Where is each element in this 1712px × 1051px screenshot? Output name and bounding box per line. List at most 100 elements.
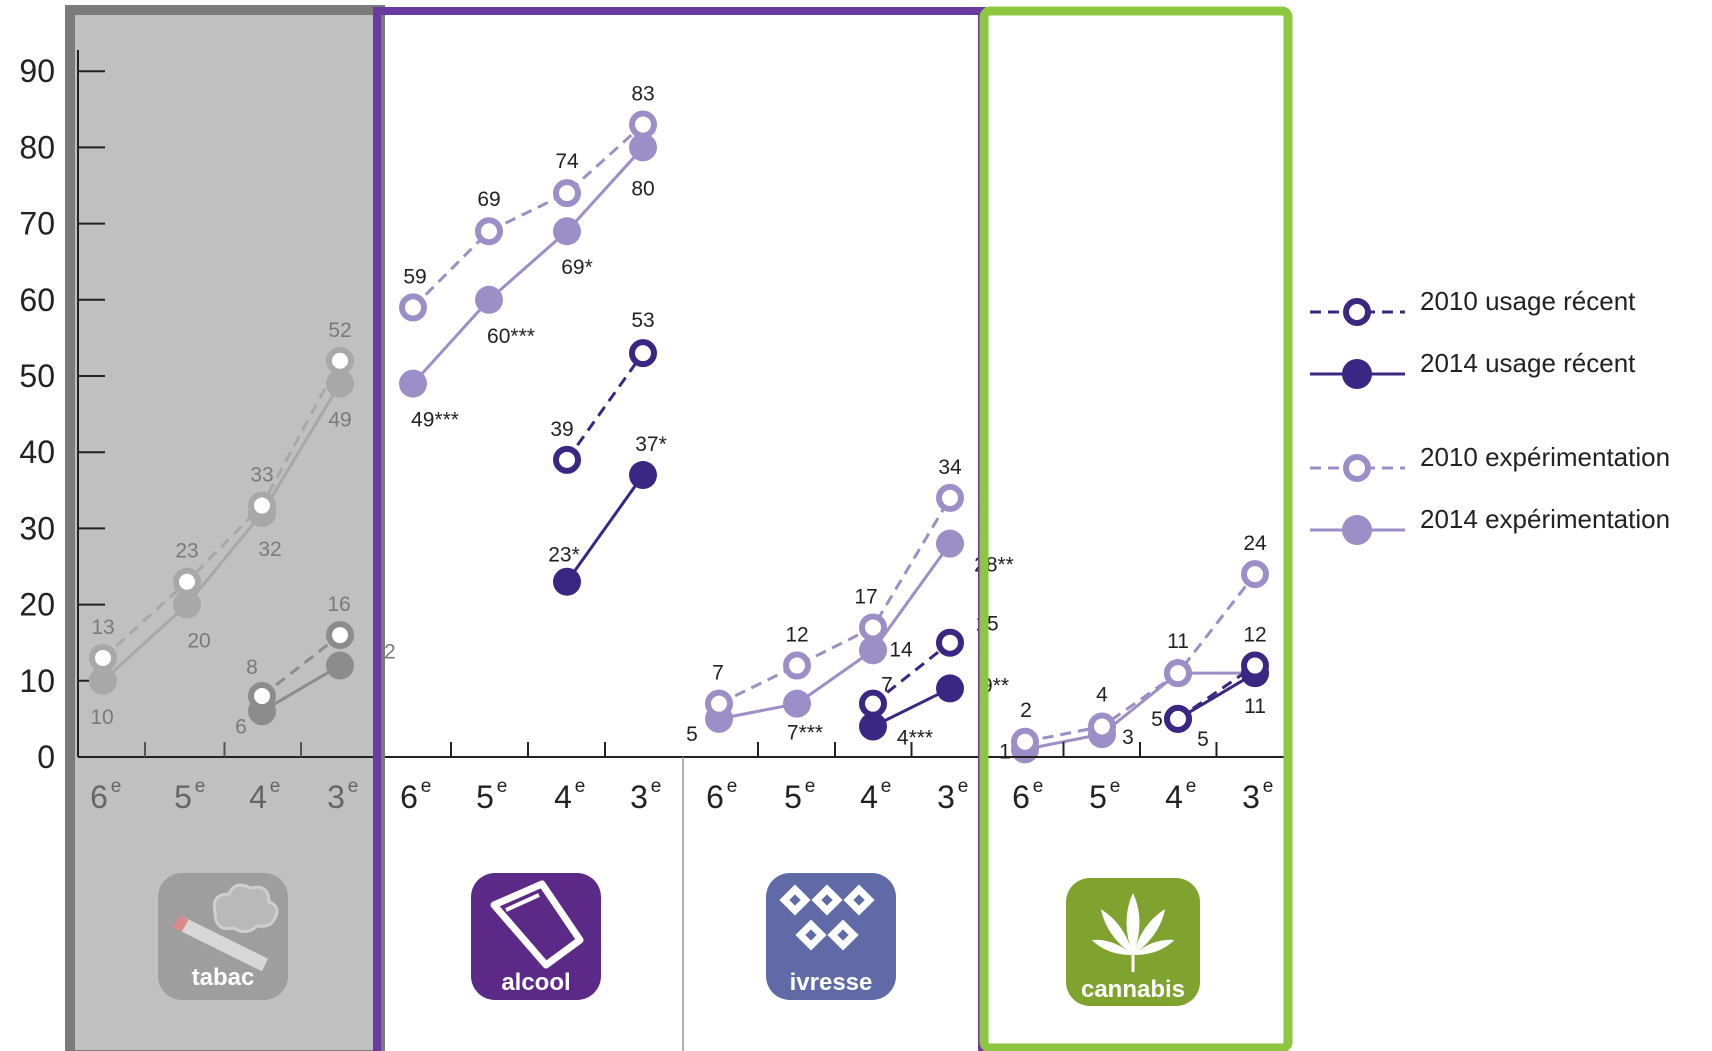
- series-2014-expérimentation: 49***60***69*80: [399, 133, 657, 431]
- data-point-open: [556, 182, 578, 204]
- data-label: 13: [91, 616, 114, 639]
- data-point-filled: [399, 370, 427, 398]
- x-tick-suffix: e: [651, 776, 662, 797]
- data-label: 34: [938, 456, 962, 479]
- x-tick-label: 5e: [1089, 776, 1120, 815]
- x-tick-number: 3: [630, 779, 648, 815]
- data-point-open: [1244, 655, 1266, 677]
- ivresse-label: ivresse: [790, 969, 873, 996]
- x-tick-suffix: e: [421, 776, 432, 797]
- x-tick-label: 6e: [1012, 776, 1043, 815]
- data-point-filled: [553, 217, 581, 245]
- y-tick-label: 70: [19, 206, 55, 242]
- cigarette-tip: [176, 921, 185, 926]
- data-point-filled: [553, 568, 581, 596]
- data-point-filled: [629, 461, 657, 489]
- y-tick-label: 40: [19, 434, 55, 470]
- x-tick-number: 5: [476, 779, 494, 815]
- data-label: 69: [477, 188, 500, 211]
- y-tick-label: 80: [19, 129, 55, 165]
- legend-item: 2010 usage récent: [1310, 286, 1636, 323]
- data-point-open: [939, 487, 961, 509]
- data-point-open: [1091, 716, 1113, 738]
- x-tick-suffix: e: [805, 776, 816, 797]
- data-label: 5: [686, 723, 698, 746]
- x-tick-suffix: e: [1263, 776, 1274, 797]
- x-tick-number: 5: [174, 779, 192, 815]
- x-tick-number: 6: [706, 779, 724, 815]
- x-tick-number: 3: [1242, 779, 1260, 815]
- data-label: 49***: [411, 409, 459, 432]
- cannabis-label: cannabis: [1081, 976, 1185, 1003]
- data-label: 59: [403, 265, 426, 288]
- data-label: 74: [555, 150, 579, 173]
- data-point-open: [1167, 708, 1189, 730]
- data-point-open: [939, 632, 961, 654]
- data-point-open: [402, 296, 424, 318]
- data-label: 7: [881, 674, 893, 697]
- data-label: 52: [328, 319, 351, 342]
- data-label: 39: [550, 418, 573, 441]
- data-label: 20: [187, 630, 210, 653]
- y-tick-label: 60: [19, 282, 55, 318]
- data-point-filled: [783, 690, 811, 718]
- data-label: 2: [1020, 699, 1032, 722]
- data-point-open: [632, 114, 654, 136]
- series-2014-expérimentation: 13: [999, 659, 1269, 763]
- y-tick-label: 10: [19, 663, 55, 699]
- x-tick-number: 3: [327, 779, 345, 815]
- y-tick-label: 0: [37, 739, 55, 775]
- x-tick-suffix: e: [1033, 776, 1044, 797]
- data-point-open: [478, 220, 500, 242]
- x-tick-suffix: e: [958, 776, 969, 797]
- legend-label: 2010 usage récent: [1420, 286, 1636, 316]
- y-tick-label: 20: [19, 587, 55, 623]
- x-tick-label: 3e: [1242, 776, 1273, 815]
- x-tick-suffix: e: [881, 776, 892, 797]
- data-point-open: [176, 571, 198, 593]
- data-label: 10: [90, 706, 113, 729]
- data-label: 53: [631, 309, 654, 332]
- data-point-open: [786, 655, 808, 677]
- data-label: 5: [1197, 728, 1209, 751]
- y-tick-label: 30: [19, 510, 55, 546]
- x-tick-suffix: e: [575, 776, 586, 797]
- x-tick-suffix: e: [270, 776, 281, 797]
- series-line: [719, 498, 950, 704]
- x-tick-suffix: e: [727, 776, 738, 797]
- tabac-label: tabac: [192, 964, 255, 991]
- series-line: [1025, 673, 1255, 749]
- data-point-open: [1167, 662, 1189, 684]
- alcool-tile: alcool: [471, 873, 601, 1000]
- y-tick-label: 50: [19, 358, 55, 394]
- data-label: 11: [1244, 695, 1266, 718]
- x-tick-number: 4: [1165, 779, 1183, 815]
- ivresse-tile: ivresse: [766, 873, 896, 1000]
- x-tick-number: 3: [937, 779, 955, 815]
- x-tick-number: 5: [1089, 779, 1107, 815]
- legend-marker-open: [1346, 457, 1368, 479]
- series-2010-expérimentation: 241124: [1014, 532, 1267, 753]
- data-label: 3: [1122, 726, 1134, 749]
- data-point-open: [862, 616, 884, 638]
- series-line: [1025, 574, 1255, 742]
- data-label: 23: [175, 540, 198, 563]
- x-tick-suffix: e: [1110, 776, 1121, 797]
- x-tick-number: 4: [249, 779, 267, 815]
- data-label: 7***: [787, 722, 823, 745]
- legend-item: 2010 expérimentation: [1310, 442, 1670, 479]
- x-tick-number: 4: [860, 779, 878, 815]
- data-label: 23*: [548, 544, 580, 567]
- data-point-filled: [326, 652, 354, 680]
- x-tick-suffix: e: [1186, 776, 1197, 797]
- data-label: 49: [328, 409, 351, 432]
- data-label: 83: [631, 83, 654, 106]
- series-2010-expérimentation: 59 69 74 83: [402, 83, 655, 319]
- x-tick-number: 5: [784, 779, 802, 815]
- data-label: 12: [1243, 624, 1266, 647]
